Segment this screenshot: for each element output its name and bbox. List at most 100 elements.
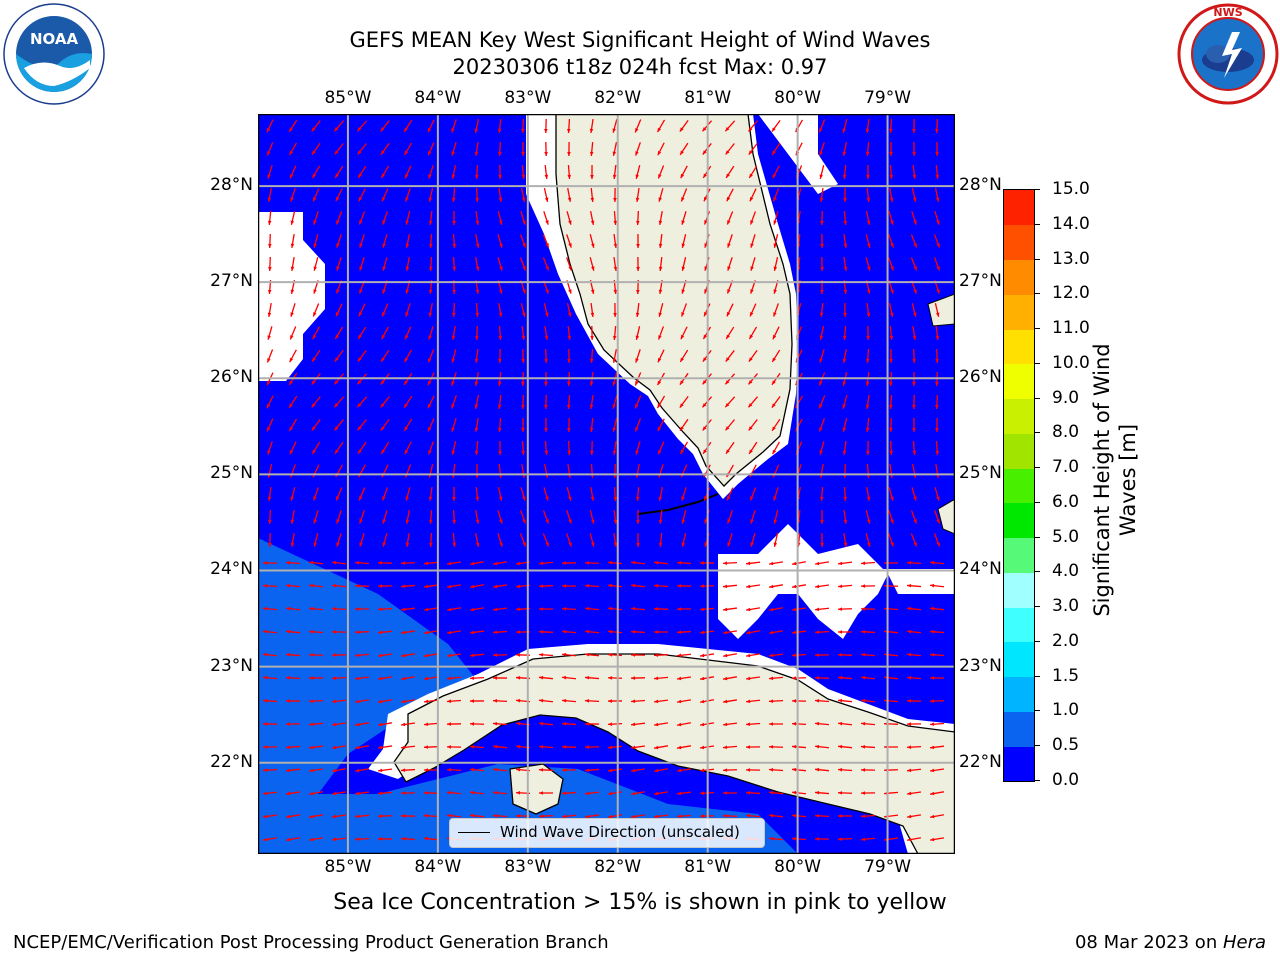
- wave-direction-arrow: [676, 768, 692, 773]
- wave-direction-arrow: [653, 676, 669, 681]
- wave-direction-arrow: [584, 699, 600, 703]
- axis-tick-label: 28°N: [210, 175, 253, 196]
- wave-direction-arrow: [912, 348, 916, 364]
- wave-direction-arrow: [405, 188, 411, 202]
- wave-direction-arrow: [262, 629, 278, 634]
- wave-direction-arrow: [747, 396, 759, 408]
- colorbar-segment: [1004, 259, 1034, 295]
- wave-direction-arrow: [866, 302, 871, 318]
- wave-direction-arrow: [724, 120, 736, 132]
- nws-logo-icon: NWS: [1176, 2, 1280, 106]
- wave-direction-arrow: [451, 418, 457, 432]
- wave-direction-arrow: [354, 768, 370, 773]
- wave-direction-arrow: [544, 417, 548, 433]
- wave-direction-arrow: [519, 533, 527, 547]
- wave-direction-arrow: [590, 302, 595, 318]
- wave-direction-arrow: [538, 584, 554, 588]
- wave-direction-arrow: [446, 607, 462, 612]
- wave-direction-arrow: [498, 348, 502, 364]
- wave-direction-arrow: [745, 813, 761, 818]
- wave-direction-arrow: [452, 210, 456, 226]
- wave-direction-arrow: [354, 607, 370, 611]
- wave-direction-arrow: [727, 533, 733, 547]
- colorbar-tick-mark: [1034, 328, 1040, 330]
- colorbar-segment: [1004, 607, 1034, 643]
- wave-direction-arrow: [543, 487, 549, 501]
- wave-direction-arrow: [929, 745, 945, 750]
- wave-direction-arrow: [336, 234, 342, 248]
- wave-direction-arrow: [311, 418, 321, 432]
- wave-direction-arrow: [748, 441, 758, 455]
- wave-direction-arrow: [358, 487, 366, 501]
- wave-direction-arrow: [820, 233, 824, 249]
- wave-direction-arrow: [404, 441, 412, 455]
- wave-direction-arrow: [381, 188, 389, 202]
- axis-tick-label: 84°W: [414, 857, 462, 877]
- wave-direction-arrow: [653, 607, 669, 611]
- wave-direction-arrow: [658, 487, 664, 501]
- wave-direction-arrow: [727, 257, 733, 271]
- wave-direction-arrow: [285, 652, 301, 657]
- colorbar-segment: [1004, 746, 1034, 782]
- colorbar-segment: [1004, 329, 1034, 365]
- wave-direction-arrow: [446, 722, 462, 726]
- wave-direction-arrow: [335, 211, 343, 225]
- wave-direction-arrow: [819, 142, 825, 156]
- wave-direction-arrow: [724, 396, 736, 408]
- wave-direction-arrow: [521, 440, 526, 456]
- wave-direction-arrow: [837, 814, 853, 818]
- wave-direction-arrow: [380, 396, 390, 408]
- wave-direction-arrow: [451, 395, 457, 409]
- wave-direction-arrow: [630, 676, 646, 680]
- wave-direction-arrow: [357, 165, 367, 179]
- wave-direction-arrow: [538, 561, 554, 566]
- wave-direction-arrow: [653, 814, 669, 819]
- wave-direction-arrow: [820, 210, 824, 226]
- wave-direction-arrow: [544, 440, 549, 456]
- wave-direction-arrow: [521, 141, 525, 157]
- wave-direction-arrow: [538, 630, 554, 634]
- wave-direction-arrow: [791, 561, 807, 566]
- wave-direction-arrow: [400, 814, 416, 818]
- axis-tick-label: 84°W: [414, 88, 462, 108]
- wave-direction-arrow: [843, 532, 848, 548]
- wave-direction-arrow: [745, 791, 761, 795]
- wave-direction-arrow: [290, 211, 296, 225]
- wave-direction-arrow: [290, 188, 296, 202]
- wave-direction-arrow: [681, 533, 687, 547]
- wave-direction-arrow: [843, 210, 848, 226]
- map-legend: Wind Wave Direction (unscaled): [449, 818, 765, 848]
- wave-direction-arrow: [313, 234, 319, 248]
- wave-direction-arrow: [311, 349, 321, 363]
- wave-direction-arrow: [676, 791, 692, 796]
- wave-direction-arrow: [768, 790, 784, 795]
- wave-direction-arrow: [722, 676, 738, 681]
- axis-tick-label: 80°W: [774, 857, 822, 877]
- wave-direction-arrow: [911, 188, 917, 202]
- wave-direction-arrow: [748, 120, 758, 132]
- colorbar-tick-label: 1.0: [1052, 700, 1080, 721]
- wave-direction-arrow: [657, 441, 665, 455]
- wave-direction-arrow: [791, 722, 807, 726]
- wave-direction-arrow: [405, 532, 410, 548]
- wave-direction-arrow: [676, 699, 692, 704]
- wave-direction-arrow: [630, 768, 646, 773]
- isle-of-youth: [509, 763, 564, 815]
- wave-direction-arrow: [929, 791, 945, 796]
- wave-direction-arrow: [566, 510, 572, 524]
- wave-direction-arrow: [725, 419, 735, 431]
- andros-land: [937, 498, 955, 535]
- wave-direction-arrow: [929, 676, 945, 680]
- wave-direction-arrow: [860, 721, 876, 726]
- axis-tick-label: 82°W: [594, 88, 642, 108]
- wave-direction-arrow: [382, 234, 388, 248]
- wave-direction-arrow: [935, 141, 939, 157]
- wave-direction-arrow: [331, 722, 347, 727]
- wave-direction-arrow: [935, 118, 939, 134]
- wave-direction-arrow: [630, 814, 646, 819]
- wave-direction-arrow: [404, 165, 412, 179]
- wave-direction-arrow: [772, 303, 780, 317]
- graticule: [258, 114, 955, 854]
- wave-direction-arrow: [380, 419, 390, 431]
- map-panel: [257, 113, 956, 855]
